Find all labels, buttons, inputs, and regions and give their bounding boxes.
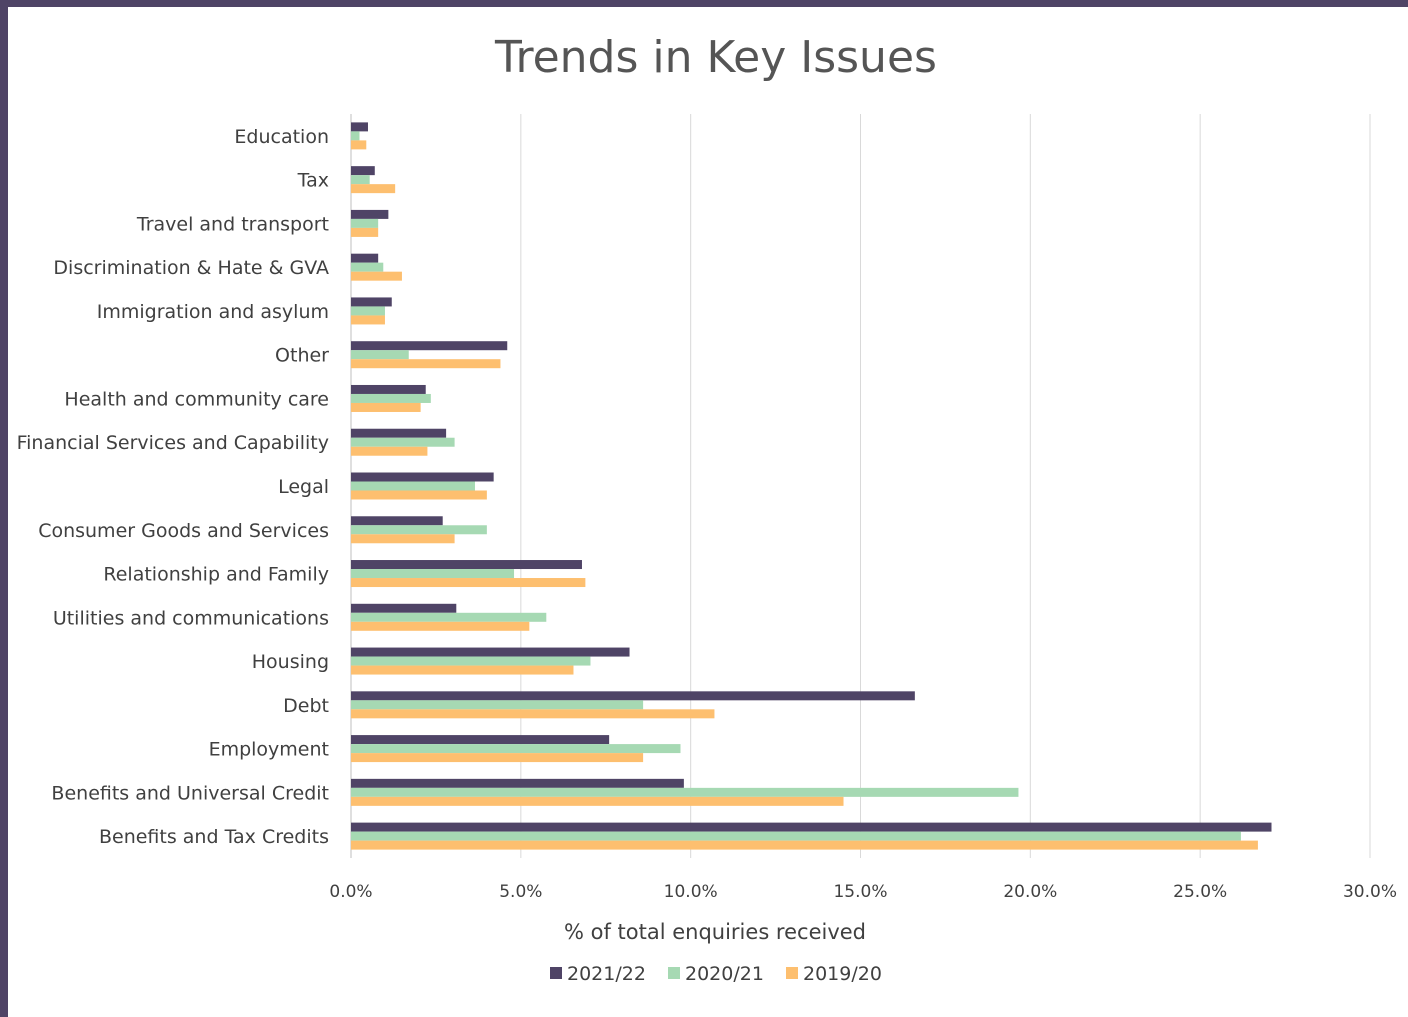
category-label: Employment [209,739,329,761]
bar [351,271,402,281]
x-tick-labels: 0.0% 5.0% 10.0% 15.0% 20.0% 25.0% 30.0% [329,882,1397,902]
chart-title: Trends in Key Issues [494,32,937,83]
bar [351,560,582,570]
bar [351,384,426,394]
bar [351,778,684,788]
bar [351,647,630,657]
x-axis-title: % of total enquiries received [564,920,866,944]
bar [351,569,515,579]
x-tick-label: 5.0% [499,882,542,902]
legend-swatch [550,967,562,979]
bar [351,166,375,176]
bar [351,175,370,185]
bar [351,534,455,544]
category-label: Travel and transport [136,213,329,235]
x-tick-label: 20.0% [1003,882,1057,902]
category-label: Health and community care [64,388,329,410]
bar [351,209,389,219]
bar [351,621,530,631]
legend-label: 2021/22 [567,963,646,985]
bar [351,744,681,754]
bar [351,691,915,701]
bar [351,262,384,272]
bar [351,700,644,710]
bar [351,306,385,316]
bar [351,831,1241,841]
x-tick-label: 0.0% [329,882,372,902]
category-label: Relationship and Family [103,564,329,586]
category-label: Consumer Goods and Services [38,520,329,542]
bar [351,393,431,403]
bar [351,490,487,500]
legend-swatch [668,967,680,979]
legend: 2021/22 2020/21 2019/20 [550,963,882,985]
category-label: Immigration and asylum [97,301,329,323]
bar [351,218,379,228]
bar [351,131,360,141]
bar [351,603,457,613]
bar [351,350,409,360]
bar [351,709,715,719]
category-label: Utilities and communications [53,607,329,629]
bar [351,437,455,447]
bar [351,735,610,745]
bar [351,822,1272,832]
x-tick-label: 25.0% [1173,882,1227,902]
category-labels: Education Tax Travel and transport Discrimi… [17,126,330,848]
legend-label: 2019/20 [803,963,882,985]
bar [351,446,428,456]
category-label: Legal [278,476,329,498]
bar [351,122,368,132]
bar [351,297,392,307]
category-label: Education [234,126,329,148]
category-label: Debt [283,695,329,717]
bar [351,612,547,622]
bar [351,402,421,412]
category-label: Other [275,345,329,367]
legend-swatch [786,967,798,979]
bar [351,578,586,588]
category-label: Benefits and Universal Credit [51,782,329,804]
bar [351,253,379,263]
bar [351,472,494,482]
legend-label: 2020/21 [685,963,764,985]
bar [351,341,508,351]
category-label: Housing [252,651,329,673]
x-tick-label: 30.0% [1343,882,1397,902]
bar [351,787,1019,797]
x-tick-label: 15.0% [833,882,887,902]
bar [351,359,501,369]
bar [351,525,487,535]
bar [351,840,1258,850]
x-tick-label: 10.0% [664,882,718,902]
category-label: Financial Services and Capability [17,432,329,454]
bar [351,481,475,491]
bar [351,753,644,763]
bar [351,796,844,806]
category-label: Tax [297,170,329,192]
bar [351,315,385,325]
bar [351,516,443,526]
bars [351,122,1272,850]
bar [351,140,367,150]
bar [351,227,379,237]
bar [351,665,574,675]
bar [351,428,447,438]
bar [351,656,591,666]
category-label: Discrimination & Hate & GVA [53,257,329,279]
bar [351,184,396,194]
category-label: Benefits and Tax Credits [99,826,329,848]
